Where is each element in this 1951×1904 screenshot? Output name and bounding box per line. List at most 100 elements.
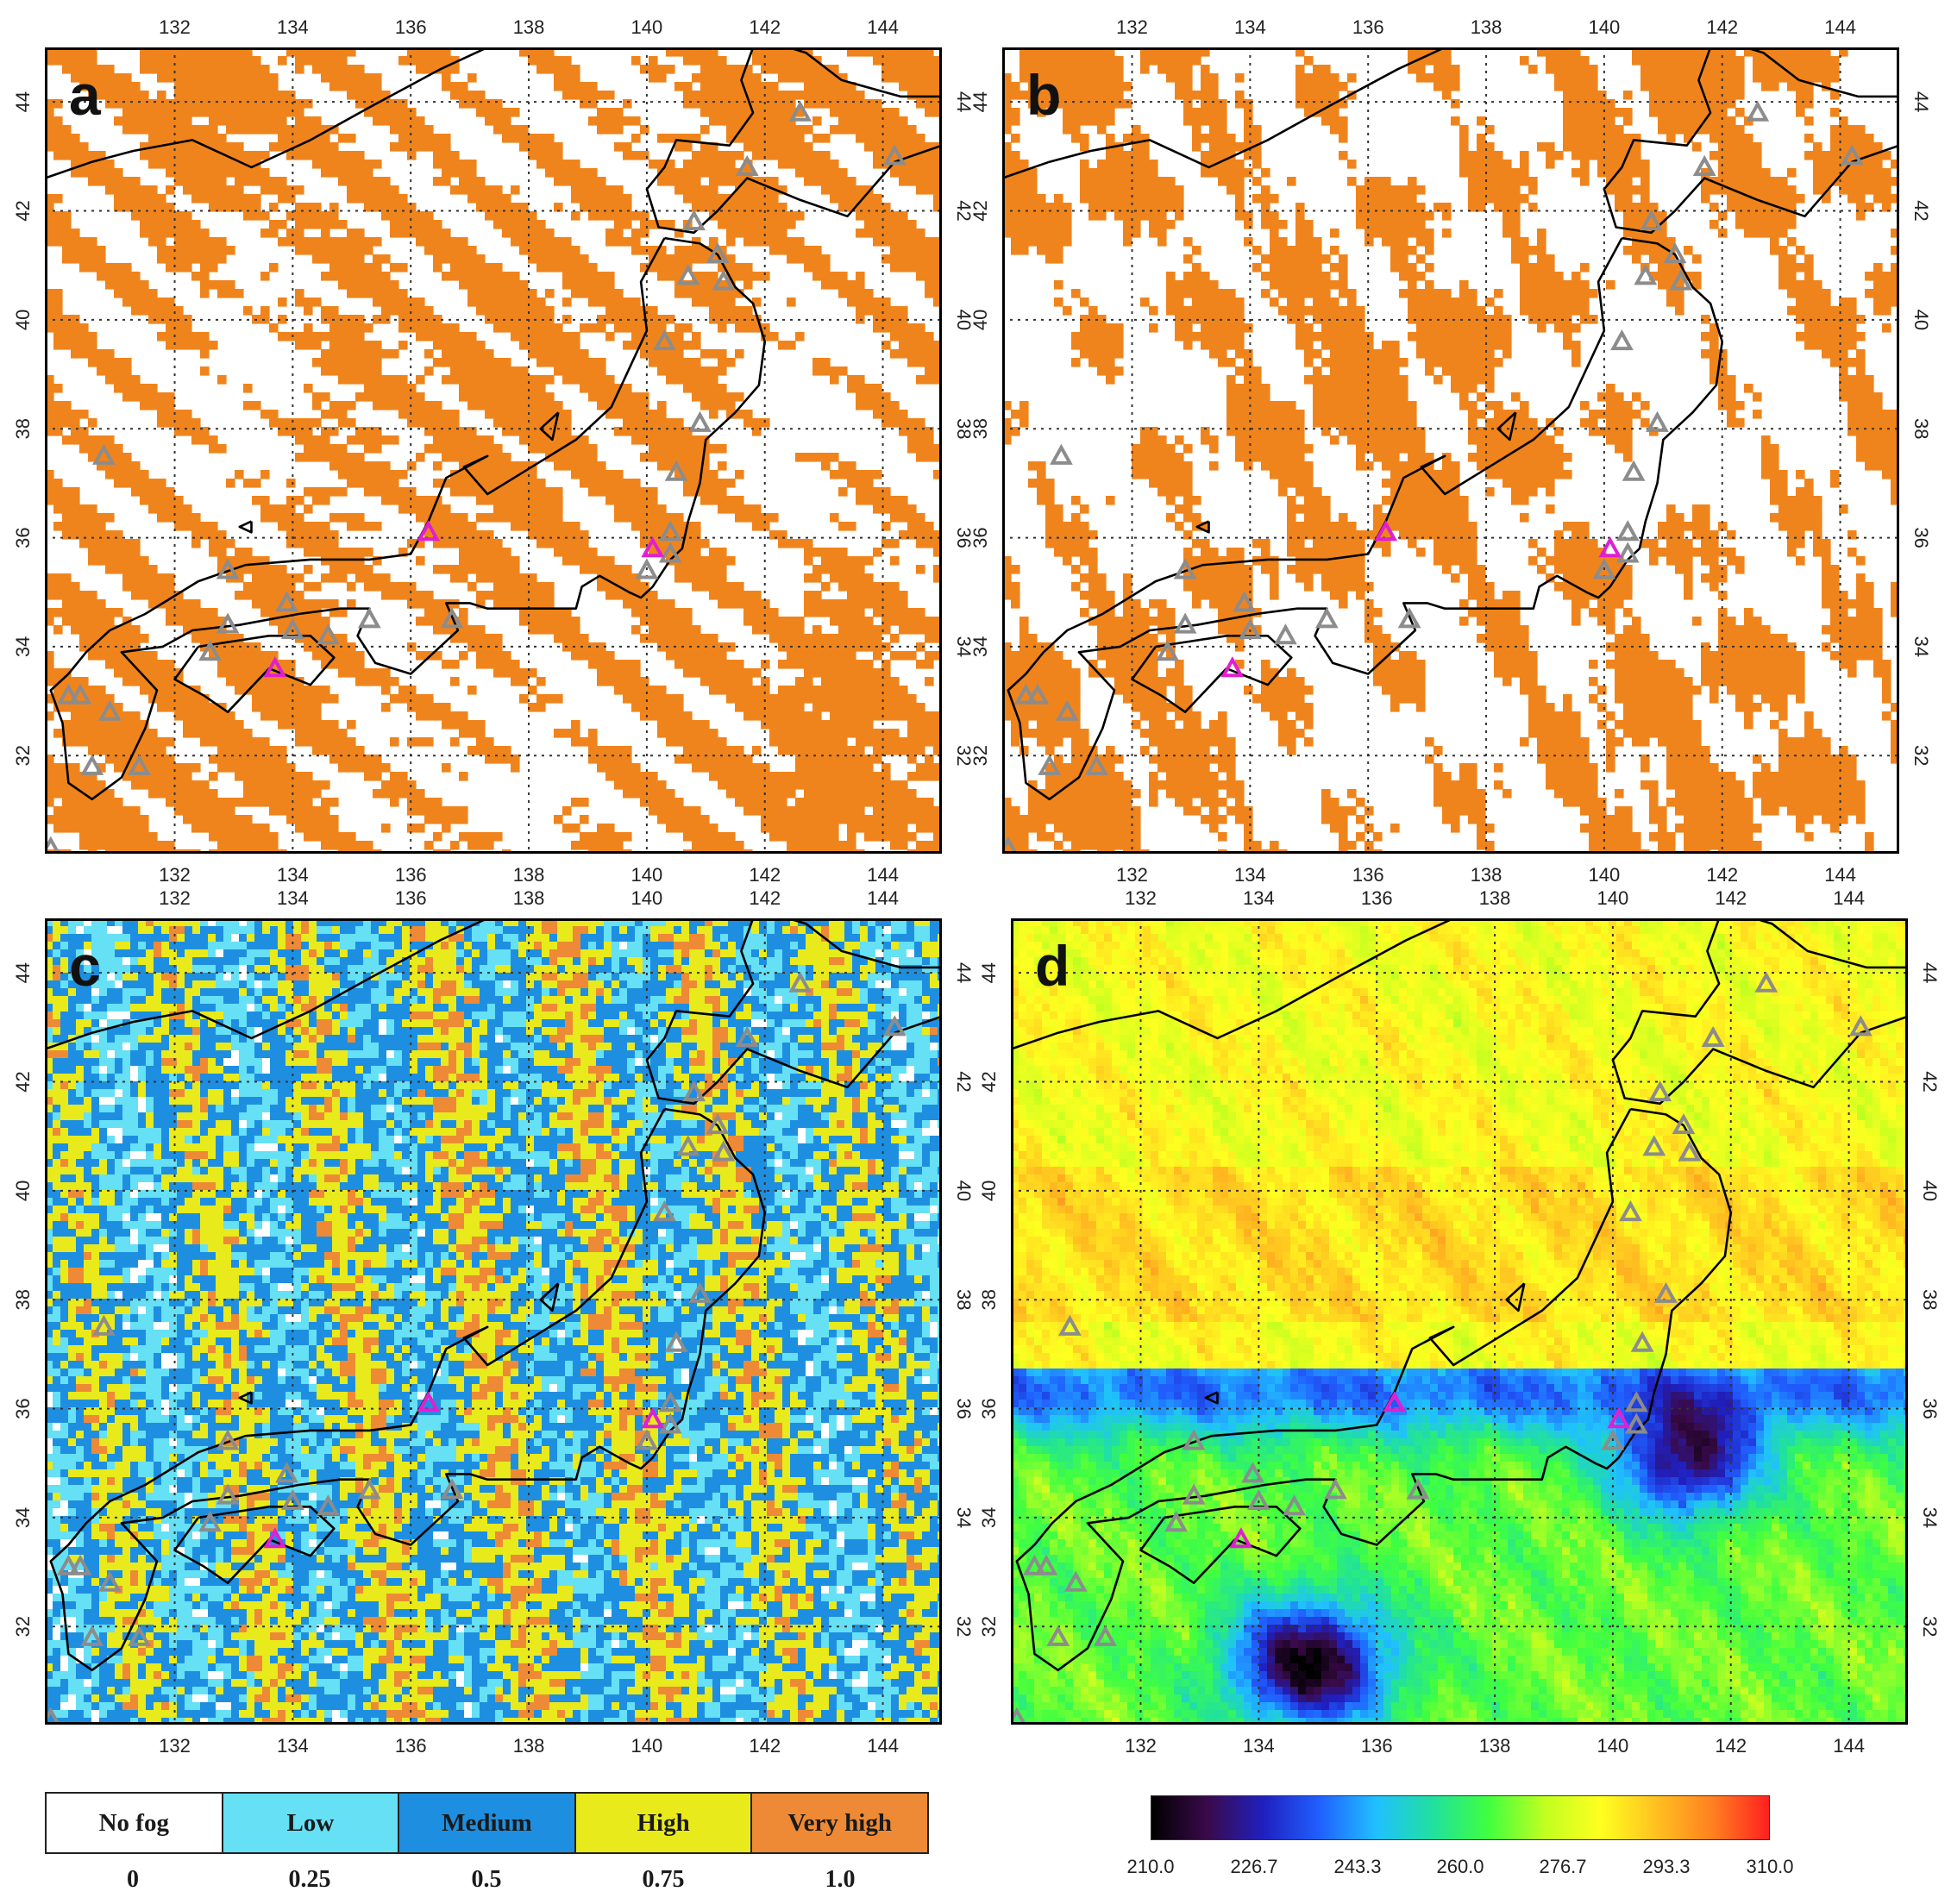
lon-tick-label-bottom: 138 xyxy=(513,1735,545,1757)
lon-tick-label-top: 138 xyxy=(1471,16,1502,38)
lon-tick-label-bottom: 140 xyxy=(631,864,663,886)
lat-tick-label-left: 32 xyxy=(12,745,34,766)
lon-tick-label-top: 144 xyxy=(1824,16,1856,38)
station-marker xyxy=(658,520,682,542)
station-marker xyxy=(1156,640,1179,661)
lat-tick-label-left: 36 xyxy=(12,1398,34,1419)
lon-tick-label-bottom: 144 xyxy=(867,1735,899,1757)
lat-tick-label-left: 34 xyxy=(12,1507,34,1528)
lat-tick-label-right: 38 xyxy=(1919,1289,1941,1310)
lon-tick-label-bottom: 144 xyxy=(1824,864,1856,886)
coastline xyxy=(1011,918,1908,1672)
lat-tick-label-left: 36 xyxy=(12,527,34,548)
fog-legend-values: 0 0.25 0.5 0.75 1.0 xyxy=(45,1866,929,1901)
coastline-segment xyxy=(1011,918,1454,1050)
station-marker xyxy=(635,1429,659,1450)
station-marker xyxy=(1615,542,1640,563)
lon-tick-label-bottom: 138 xyxy=(1479,1735,1511,1757)
station-marker xyxy=(1622,460,1646,481)
lon-tick-label-bottom: 142 xyxy=(1715,1735,1747,1757)
lon-tick-label-top: 132 xyxy=(1116,16,1148,38)
lon-tick-label-bottom: 142 xyxy=(749,864,781,886)
station-marker xyxy=(56,683,80,705)
station-marker xyxy=(1610,329,1634,351)
lon-tick-label-top: 140 xyxy=(631,16,663,38)
panel-letter: a xyxy=(69,63,102,127)
station-marker xyxy=(1046,1625,1070,1646)
lat-tick-label-right: 34 xyxy=(953,636,975,657)
lon-tick-label-top: 138 xyxy=(513,16,545,38)
station-marker xyxy=(92,1314,116,1336)
map-frame xyxy=(45,47,942,854)
legend-cell-medium: Medium xyxy=(399,1794,576,1852)
lat-tick-label-left: 34 xyxy=(969,636,991,657)
lat-tick-label-right: 42 xyxy=(1919,1071,1941,1092)
station-marker xyxy=(1619,1200,1642,1222)
station-marker xyxy=(682,1080,706,1102)
coastline-segment xyxy=(1131,635,1293,713)
brightness-temperature-colorbar xyxy=(1151,1795,1770,1840)
map-d-svg: d xyxy=(1011,918,1908,1725)
station-marker xyxy=(1663,241,1687,264)
coastline-segment xyxy=(1002,47,1446,179)
colorbar-tick-5: 293.3 xyxy=(1642,1856,1690,1878)
station-marker xyxy=(676,1135,700,1156)
lon-tick-label-bottom: 144 xyxy=(867,864,899,886)
station-marker-highlight xyxy=(1598,536,1622,558)
station-marker-highlight xyxy=(263,656,287,678)
lon-tick-label-bottom: 134 xyxy=(1243,1735,1275,1757)
station-marker xyxy=(1182,1483,1206,1505)
lat-tick-label-right: 42 xyxy=(953,1071,975,1092)
lat-tick-label-left: 32 xyxy=(969,745,991,766)
station-marker xyxy=(882,144,906,166)
lat-tick-label-right: 34 xyxy=(953,1507,975,1528)
colorbar-tick-labels: 210.0 226.7 243.3 260.0 276.7 293.3 310.… xyxy=(1126,1856,1793,1890)
station-marker xyxy=(735,154,759,176)
coastline-segment xyxy=(45,918,488,1050)
colorbar-tick-0: 210.0 xyxy=(1126,1856,1174,1878)
lon-tick-label-top: 140 xyxy=(631,887,663,909)
lat-tick-label-right: 32 xyxy=(1910,745,1932,766)
station-marker xyxy=(1840,144,1864,166)
coastline-segment xyxy=(238,520,253,534)
fog-probability-legend: No fog Low Medium High Very high xyxy=(45,1792,929,1854)
panel-letter: c xyxy=(69,934,101,998)
lat-tick-label-left: 42 xyxy=(969,200,991,221)
coastline-segment xyxy=(1611,918,1908,1105)
lon-tick-label-bottom: 144 xyxy=(1833,1735,1865,1757)
lon-tick-label-top: 132 xyxy=(1125,887,1157,909)
station-marker xyxy=(1026,683,1050,705)
station-marker xyxy=(317,1494,340,1516)
fog-probability-layer xyxy=(45,918,942,1725)
station-marker xyxy=(635,558,659,579)
station-marker xyxy=(216,1429,240,1450)
lon-tick-label-top: 138 xyxy=(1479,887,1511,909)
colorbar-tick-1: 226.7 xyxy=(1230,1856,1277,1878)
graticule xyxy=(1011,918,1908,1725)
station-marker xyxy=(1642,1135,1666,1156)
lat-tick-label-left: 42 xyxy=(12,1071,34,1092)
lat-tick-label-right: 38 xyxy=(1910,418,1932,439)
lat-tick-label-left: 44 xyxy=(978,962,1000,983)
lon-tick-label-bottom: 140 xyxy=(1589,864,1621,886)
lon-tick-label-top: 136 xyxy=(1352,16,1384,38)
lat-tick-label-left: 38 xyxy=(12,1289,34,1310)
station-marker xyxy=(882,1015,906,1037)
lat-tick-label-right: 42 xyxy=(1910,200,1932,221)
station-marker xyxy=(658,1412,682,1434)
station-marker xyxy=(92,443,116,465)
station-marker xyxy=(682,210,706,231)
coastline-segment xyxy=(1007,236,1723,801)
station-marker-highlight xyxy=(641,536,665,558)
lon-tick-label-top: 136 xyxy=(1361,887,1393,909)
lon-tick-label-top: 134 xyxy=(1243,887,1275,909)
station-marker xyxy=(706,1112,730,1135)
map-frame xyxy=(1002,47,1899,854)
coastline-segment xyxy=(539,1282,560,1312)
panel-letter: d xyxy=(1035,934,1070,998)
station-marker xyxy=(1233,591,1256,612)
lat-tick-label-left: 36 xyxy=(969,527,991,548)
coastline-segment xyxy=(173,1506,336,1584)
panel-b: b xyxy=(1002,47,1899,854)
lon-tick-label-bottom: 134 xyxy=(277,864,309,886)
